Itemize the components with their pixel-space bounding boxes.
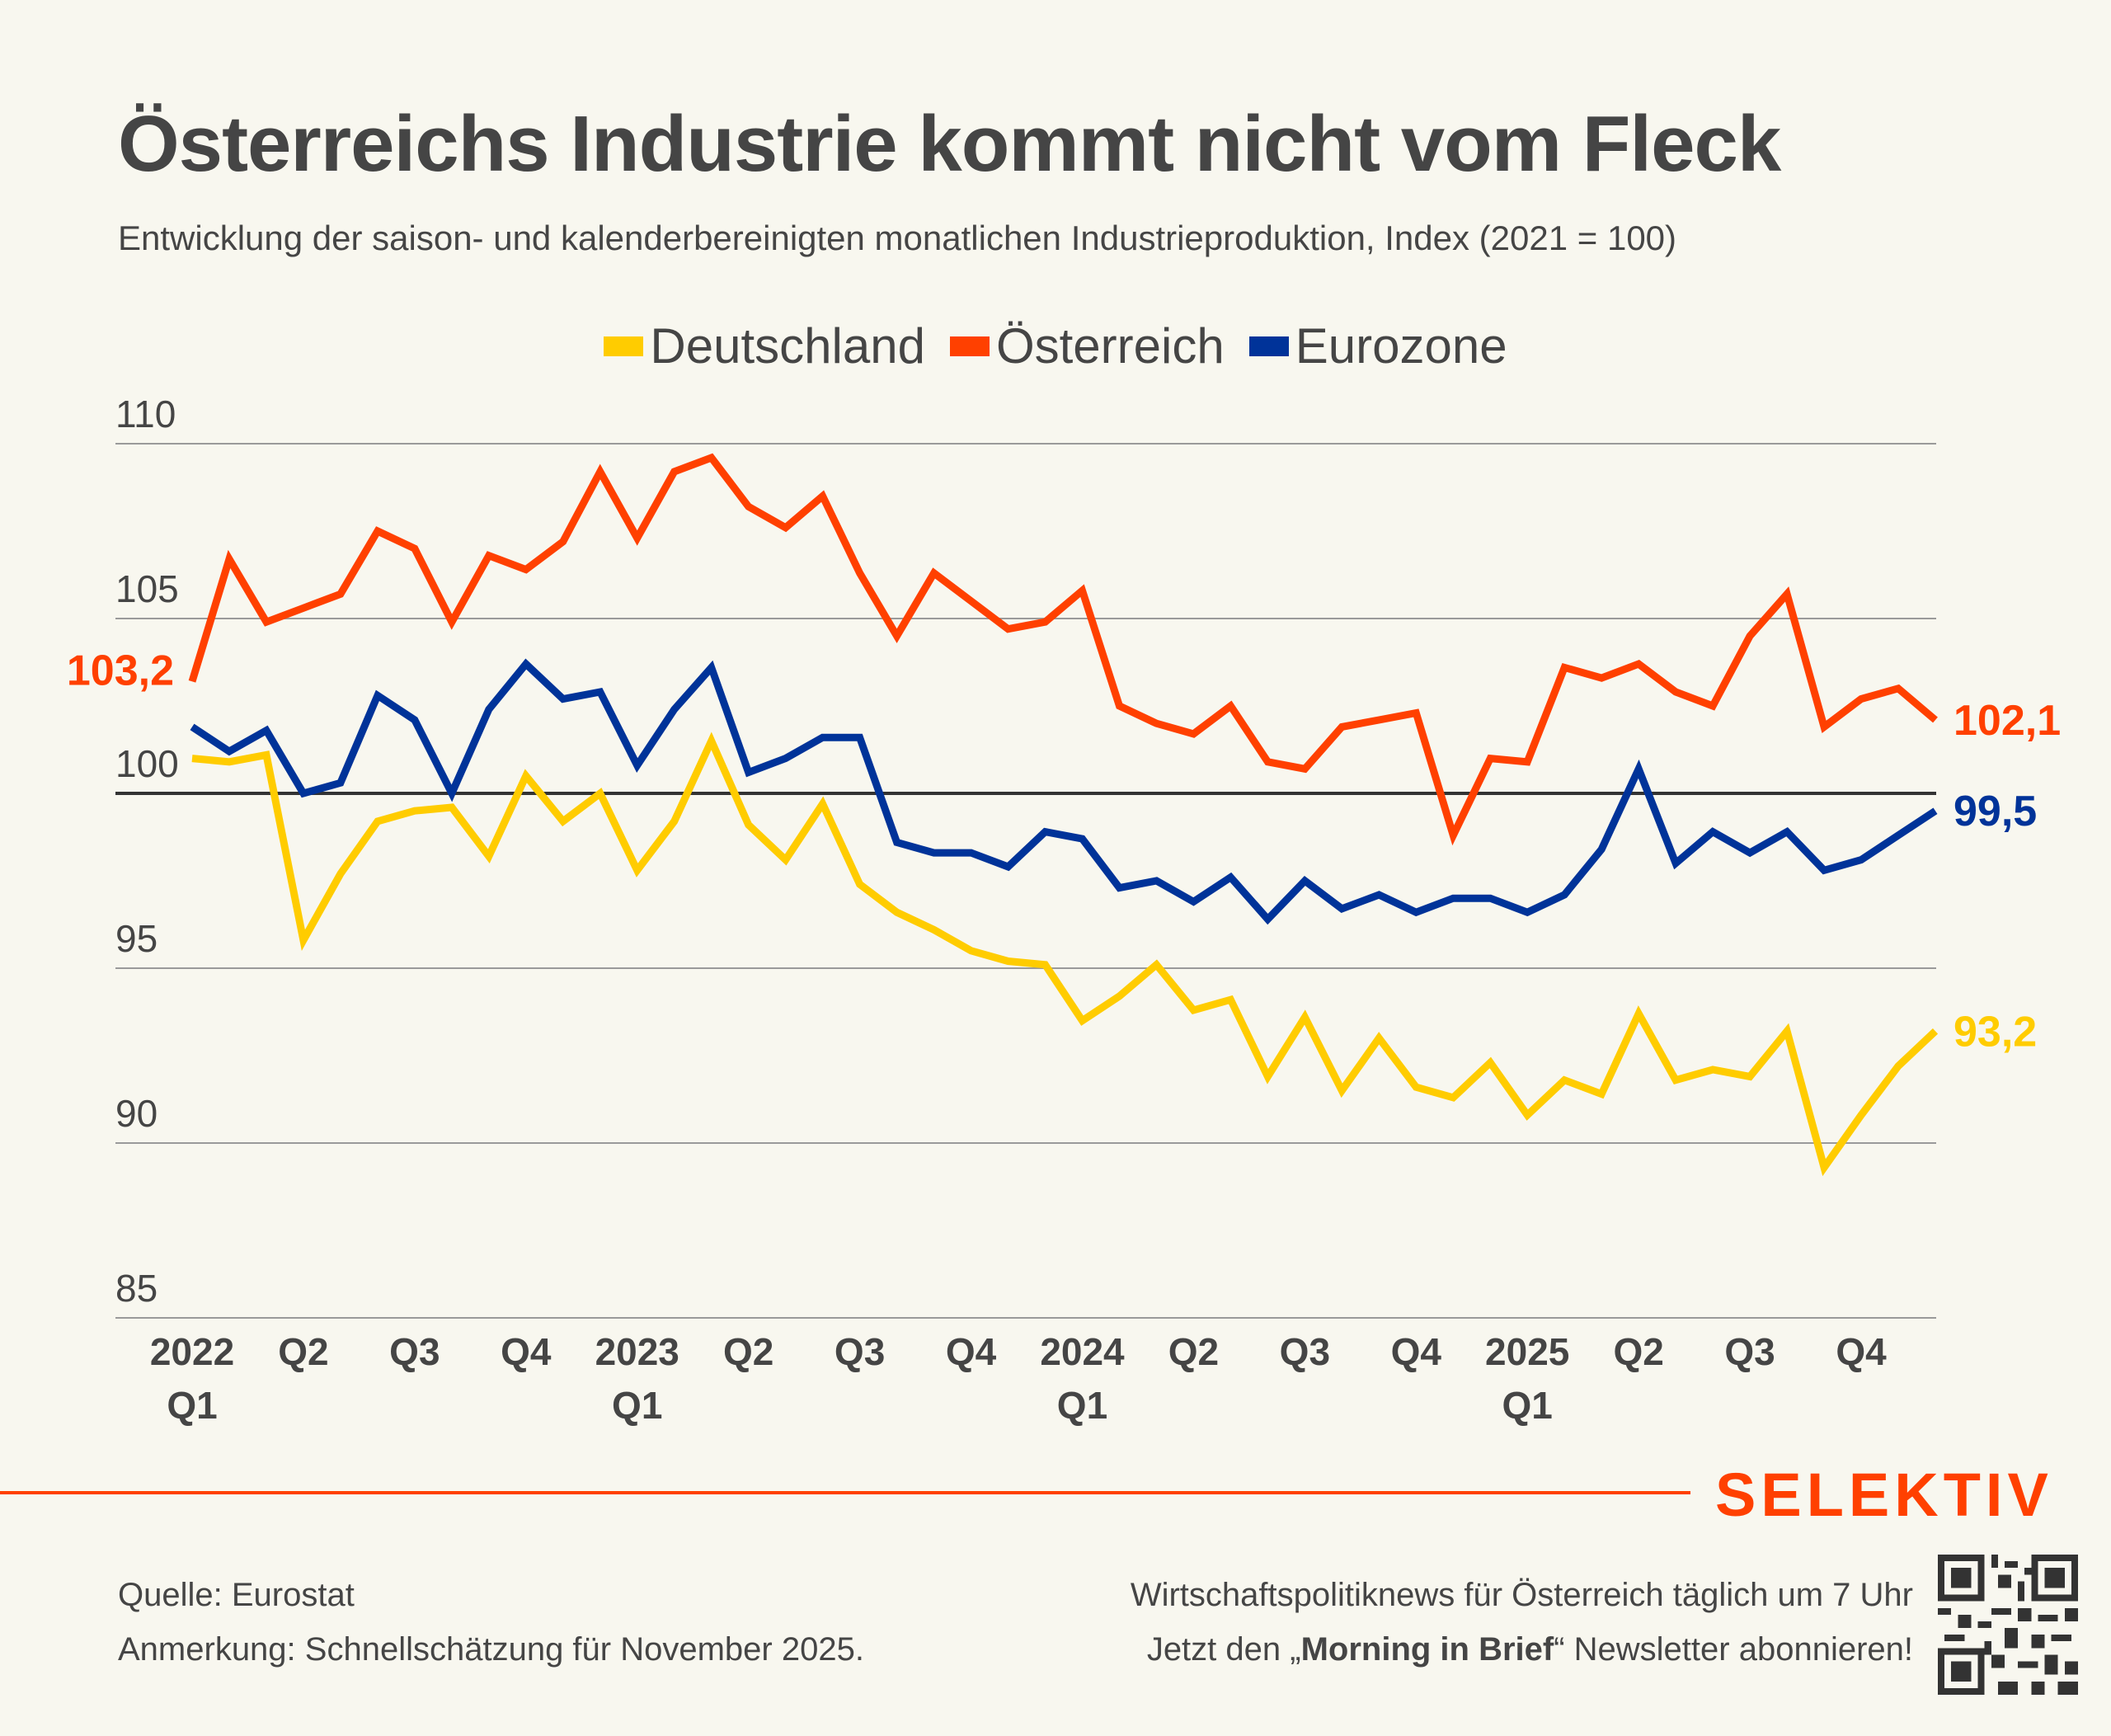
y-tick-label: 100 — [115, 742, 179, 785]
x-tick-label: Q3 — [835, 1330, 885, 1373]
legend-swatch-deutschland — [604, 336, 644, 356]
x-tick-label: Q3 — [1724, 1330, 1775, 1373]
series-line-österreich — [188, 453, 1938, 846]
x-tick-label: Q3 — [1280, 1330, 1330, 1373]
x-tick-label: Q4 — [501, 1330, 552, 1373]
series-lines — [188, 453, 1939, 1177]
x-tick-label-sub: Q1 — [1502, 1384, 1553, 1427]
axis-labels: 85 90 95 100 105 110 2022 Q1 Q2 Q3 Q4 2023 Q1 Q2 Q3 Q4 2… — [67, 393, 2061, 1427]
y-tick-label: 90 — [115, 1092, 158, 1135]
x-tick-label: 2023 — [595, 1330, 679, 1373]
x-tick-label: Q2 — [1168, 1330, 1219, 1373]
note-text: Anmerkung: Schnellschätzung für November… — [118, 1631, 864, 1668]
y-tick-label: 105 — [115, 567, 179, 610]
source-text: Quelle: Eurostat — [118, 1577, 355, 1613]
x-tick-label: Q4 — [946, 1330, 997, 1373]
footer-divider — [0, 1491, 1690, 1494]
legend-item-eurozone: Eurozone — [1248, 318, 1507, 374]
chart-subtitle: Entwicklung der saison- und kalenderbere… — [118, 219, 1677, 257]
x-tick-label: 2022 — [150, 1330, 234, 1373]
promo-suffix: “ Newsletter abonnieren! — [1554, 1631, 1913, 1668]
legend-swatch-oesterreich — [949, 336, 990, 356]
legend: Deutschland Österreich Eurozone — [0, 318, 2111, 374]
line-chart: 85 90 95 100 105 110 2022 Q1 Q2 Q3 Q4 2023 Q1 Q2 Q3 Q4 2… — [67, 393, 2061, 1427]
promo-line-2[interactable]: Jetzt den „Morning in Brief“ Newsletter … — [1147, 1631, 1913, 1668]
y-tick-label: 110 — [115, 393, 176, 435]
x-tick-label: Q2 — [1613, 1330, 1663, 1373]
x-tick-label: 2025 — [1485, 1330, 1569, 1373]
legend-swatch-eurozone — [1248, 336, 1289, 356]
y-tick-label: 85 — [115, 1267, 158, 1310]
x-tick-label: Q2 — [278, 1330, 328, 1373]
legend-label: Deutschland — [650, 318, 925, 374]
promo-line-1: Wirtschaftspolitiknews für Österreich tä… — [1130, 1577, 1913, 1613]
promo-prefix: Jetzt den „ — [1146, 1631, 1301, 1668]
grid — [115, 443, 1936, 1319]
end-value-label: 99,5 — [1953, 788, 2037, 835]
x-tick-label: Q4 — [1836, 1330, 1887, 1373]
x-tick-label: Q4 — [1391, 1330, 1442, 1373]
y-tick-label: 95 — [115, 917, 158, 960]
series-line-deutschland — [191, 732, 1939, 1177]
x-tick-label-sub: Q1 — [1057, 1384, 1107, 1427]
brand-logo: SELEKTIV — [1715, 1461, 2053, 1529]
legend-label: Österreich — [995, 318, 1225, 374]
legend-item-oesterreich: Österreich — [949, 318, 1225, 374]
legend-item-deutschland: Deutschland — [604, 318, 925, 374]
x-tick-label-sub: Q1 — [612, 1384, 662, 1427]
newsletter-name: Morning in Brief — [1300, 1631, 1554, 1668]
chart-title: Österreichs Industrie kommt nicht vom Fl… — [118, 100, 1781, 188]
series-line-eurozone — [190, 658, 1938, 925]
end-value-label: 102,1 — [1953, 697, 2061, 745]
legend-label: Eurozone — [1295, 318, 1507, 374]
end-value-label: 93,2 — [1953, 1008, 2037, 1056]
x-tick-label: Q3 — [389, 1330, 440, 1373]
qr-code-icon[interactable] — [1938, 1555, 2078, 1695]
x-tick-label: Q2 — [723, 1330, 773, 1373]
x-tick-label: 2024 — [1040, 1330, 1125, 1373]
start-value-label: 103,2 — [67, 647, 174, 694]
x-tick-label-sub: Q1 — [167, 1384, 217, 1427]
